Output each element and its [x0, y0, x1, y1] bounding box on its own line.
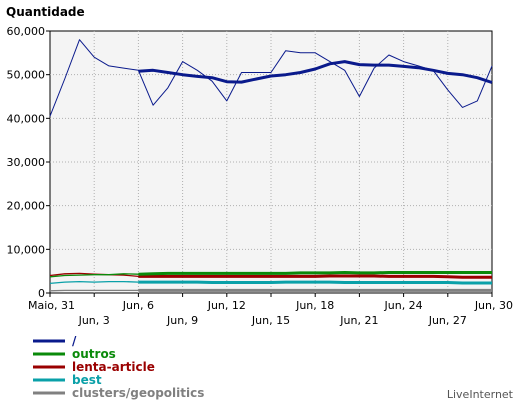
legend-label: outros	[72, 347, 116, 361]
x-tick-label: Jun, 15	[251, 314, 290, 327]
y-tick-label: 0	[38, 287, 45, 300]
x-tick-label: Jun, 3	[78, 314, 110, 327]
series-line-average-outros	[138, 270, 492, 276]
series-group	[49, 39, 493, 292]
series-line-	[49, 39, 493, 117]
x-tick-label: Jun, 24	[384, 299, 423, 312]
legend-label: best	[72, 373, 102, 387]
y-axis-ticks: 0 10,000 20,000 30,000 40,000 50,000 60,000	[7, 25, 50, 300]
y-tick-label: 40,000	[7, 112, 46, 125]
chart-title: Quantidade	[6, 5, 85, 19]
legend-label: lenta-article	[72, 360, 155, 374]
x-tick-label: Jun, 12	[207, 299, 246, 312]
x-tick-label: Jun, 9	[166, 314, 198, 327]
credit-label: LiveInternet	[447, 388, 514, 401]
x-tick-label: Jun, 27	[428, 314, 467, 327]
legend: /outroslenta-articlebestclusters/geopoli…	[33, 334, 204, 400]
x-tick-label: Jun, 21	[339, 314, 378, 327]
y-tick-label: 60,000	[7, 25, 46, 38]
y-tick-label: 30,000	[7, 156, 46, 169]
y-tick-label: 20,000	[7, 200, 46, 213]
series-line-average-	[138, 60, 493, 84]
series-line-average-lenta-article	[138, 274, 492, 279]
legend-label: /	[72, 334, 77, 348]
y-tick-label: 50,000	[7, 69, 46, 82]
y-tick-label: 10,000	[7, 243, 46, 256]
legend-label: clusters/geopolitics	[72, 386, 204, 400]
x-tick-label: Jun, 30	[474, 299, 513, 312]
series-line-average-best	[138, 280, 492, 285]
x-tick-label: Jun, 6	[122, 299, 154, 312]
x-tick-label: Maio, 31	[28, 299, 75, 312]
x-tick-label: Jun, 18	[295, 299, 334, 312]
